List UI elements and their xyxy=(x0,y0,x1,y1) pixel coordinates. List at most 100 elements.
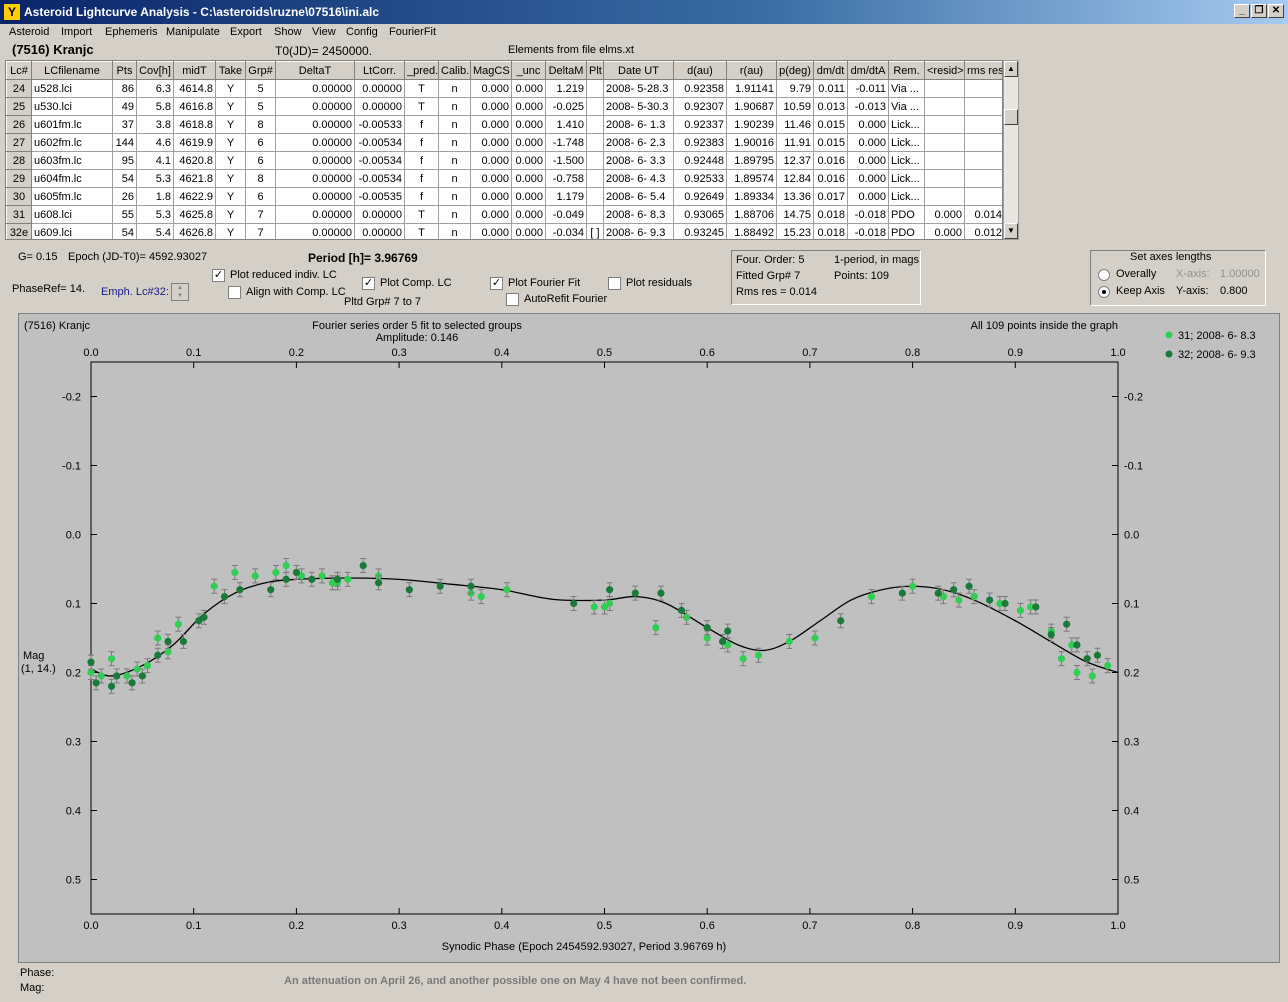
column-header[interactable]: DeltaM xyxy=(545,61,587,80)
table-cell[interactable]: f xyxy=(404,115,439,134)
table-cell[interactable]: 4619.9 xyxy=(173,133,216,152)
table-cell[interactable]: -0.00535 xyxy=(354,187,405,206)
column-header[interactable]: Calib. xyxy=(438,61,471,80)
table-cell[interactable]: T xyxy=(404,205,439,224)
table-cell[interactable]: 0.017 xyxy=(813,187,848,206)
table-cell[interactable]: -0.00534 xyxy=(354,169,405,188)
scroll-up-icon[interactable]: ▲ xyxy=(1004,61,1018,77)
table-cell[interactable] xyxy=(964,79,1002,98)
table-cell[interactable]: 6.3 xyxy=(136,79,174,98)
table-cell[interactable] xyxy=(924,169,965,188)
table-cell[interactable]: 1.88706 xyxy=(726,205,777,224)
table-cell[interactable]: 8 xyxy=(245,169,276,188)
table-cell[interactable]: -1.500 xyxy=(545,151,587,170)
table-cell[interactable]: 0.00000 xyxy=(275,205,355,224)
column-header[interactable]: dm/dt xyxy=(813,61,848,80)
table-cell[interactable] xyxy=(924,187,965,206)
table-cell[interactable]: 1.91141 xyxy=(726,79,777,98)
table-cell[interactable]: 0.93245 xyxy=(673,223,727,239)
table-cell[interactable]: 10.59 xyxy=(776,97,814,116)
table-cell[interactable]: PDO xyxy=(888,205,925,224)
menu-fourierfit[interactable]: FourierFit xyxy=(389,26,437,38)
table-cell[interactable]: 4.6 xyxy=(136,133,174,152)
table-cell[interactable]: 4626.8 xyxy=(173,223,216,239)
lightcurve-plot[interactable]: (7516) Kranjc Fourier series order 5 fit… xyxy=(18,313,1280,963)
restore-button[interactable]: ❐ xyxy=(1251,4,1267,18)
menu-ephemeris[interactable]: Ephemeris xyxy=(105,26,158,38)
table-cell[interactable]: 86 xyxy=(112,79,137,98)
table-cell[interactable]: -0.013 xyxy=(847,97,889,116)
menu-config[interactable]: Config xyxy=(346,26,378,38)
x-axis-value[interactable]: 1.00000 xyxy=(1220,268,1260,280)
table-cell[interactable]: 1.89574 xyxy=(726,169,777,188)
table-cell[interactable]: 4622.9 xyxy=(173,187,216,206)
table-cell[interactable]: 0.00000 xyxy=(275,115,355,134)
table-cell[interactable]: 0.000 xyxy=(470,79,512,98)
table-cell[interactable]: 12.37 xyxy=(776,151,814,170)
table-cell[interactable] xyxy=(964,133,1002,152)
table-cell[interactable]: 5 xyxy=(245,97,276,116)
table-cell[interactable]: 54 xyxy=(112,223,137,239)
column-header[interactable]: Pts xyxy=(112,61,137,80)
y-axis-value[interactable]: 0.800 xyxy=(1220,285,1248,297)
table-cell[interactable]: 0.015 xyxy=(813,115,848,134)
keep-axis-radio[interactable] xyxy=(1098,286,1110,298)
table-cell[interactable]: 2008- 6- 5.4 xyxy=(603,187,674,206)
table-cell[interactable]: 55 xyxy=(112,205,137,224)
table-cell[interactable]: 49 xyxy=(112,97,137,116)
lightcurve-table[interactable]: Lc# LCfilename Pts Cov[h] midT Take Grp# DeltaT… xyxy=(5,60,1003,240)
table-cell[interactable]: 0.93065 xyxy=(673,205,727,224)
table-cell[interactable]: 2008- 5-28.3 xyxy=(603,79,674,98)
table-cell[interactable]: 11.46 xyxy=(776,115,814,134)
table-cell[interactable]: Lick... xyxy=(888,187,925,206)
column-header[interactable]: Cov[h] xyxy=(136,61,174,80)
table-cell[interactable]: Y xyxy=(215,97,246,116)
overally-radio[interactable] xyxy=(1098,269,1110,281)
table-row[interactable]: 26 u601fm.lc 37 3.8 4618.8 Y 8 0.00000 -0.00533 f… xyxy=(6,115,1002,134)
table-cell[interactable]: 2008- 5-30.3 xyxy=(603,97,674,116)
lc-number-cell[interactable]: 27 xyxy=(6,133,32,152)
lc-number-cell[interactable]: 32e xyxy=(6,223,32,239)
table-cell[interactable]: u603fm.lc xyxy=(31,151,113,170)
table-cell[interactable]: 0.000 xyxy=(511,97,546,116)
column-header[interactable]: Plt xyxy=(586,61,604,80)
table-cell[interactable]: 1.90016 xyxy=(726,133,777,152)
table-cell[interactable]: u601fm.lc xyxy=(31,115,113,134)
table-cell[interactable]: 0.000 xyxy=(470,187,512,206)
plot-fourier-checkbox[interactable]: ✓ xyxy=(490,277,503,290)
table-cell[interactable]: -0.034 xyxy=(545,223,587,239)
table-cell[interactable]: Via ... xyxy=(888,79,925,98)
table-cell[interactable]: 0.000 xyxy=(470,205,512,224)
table-cell[interactable]: 6 xyxy=(245,151,276,170)
lc-number-cell[interactable]: 25 xyxy=(6,97,32,116)
table-cell[interactable]: 2008- 6- 9.3 xyxy=(603,223,674,239)
table-cell[interactable]: [ ] xyxy=(586,223,604,239)
table-cell[interactable]: 0.00000 xyxy=(275,187,355,206)
table-cell[interactable]: 5.3 xyxy=(136,205,174,224)
table-cell[interactable]: 0.000 xyxy=(470,223,512,239)
table-cell[interactable]: 5.4 xyxy=(136,223,174,239)
table-cell[interactable]: -1.748 xyxy=(545,133,587,152)
table-cell[interactable]: 2008- 6- 3.3 xyxy=(603,151,674,170)
table-cell[interactable]: 0.013 xyxy=(813,97,848,116)
table-cell[interactable]: 37 xyxy=(112,115,137,134)
table-cell[interactable]: -0.758 xyxy=(545,169,587,188)
table-cell[interactable]: 4616.8 xyxy=(173,97,216,116)
table-cell[interactable]: Y xyxy=(215,223,246,239)
table-cell[interactable]: 0.000 xyxy=(511,187,546,206)
table-cell[interactable] xyxy=(964,151,1002,170)
table-cell[interactable]: u609.lci xyxy=(31,223,113,239)
table-cell[interactable]: 0.00000 xyxy=(354,97,405,116)
table-cell[interactable]: 0.000 xyxy=(847,133,889,152)
column-header[interactable]: Take xyxy=(215,61,246,80)
table-cell[interactable]: 0.000 xyxy=(847,187,889,206)
table-cell[interactable]: 0.92649 xyxy=(673,187,727,206)
table-cell[interactable]: 1.88492 xyxy=(726,223,777,239)
scroll-thumb[interactable] xyxy=(1004,109,1018,125)
table-cell[interactable]: 0.000 xyxy=(511,133,546,152)
menu-import[interactable]: Import xyxy=(61,26,93,38)
table-cell[interactable]: Via ... xyxy=(888,97,925,116)
table-cell[interactable]: 0.00000 xyxy=(275,79,355,98)
table-cell[interactable]: 0.92358 xyxy=(673,79,727,98)
